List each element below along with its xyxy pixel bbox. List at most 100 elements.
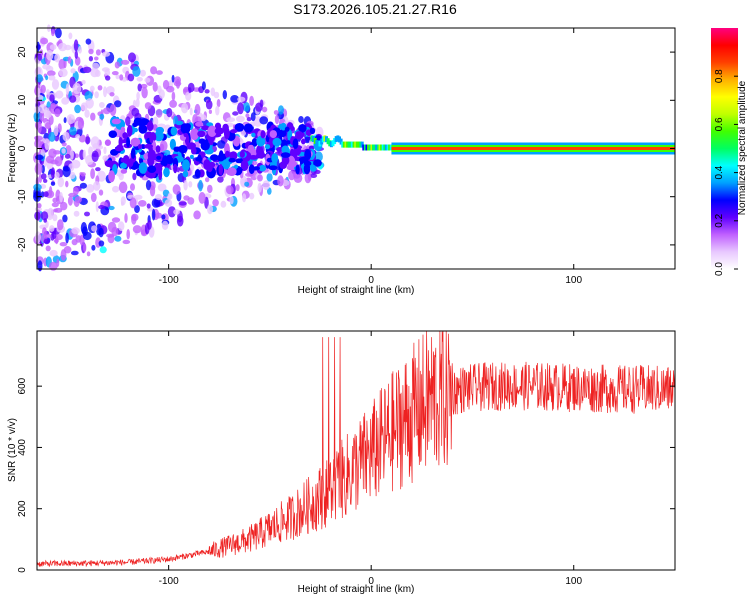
spectrogram-blob <box>110 149 119 156</box>
spectrogram-blob <box>156 155 162 160</box>
spectrogram-blob <box>69 95 77 103</box>
snr-xticks: -100 0 100 <box>159 331 583 587</box>
spectrogram-blob <box>111 226 119 237</box>
spectrogram-blob <box>301 138 306 145</box>
spectrogram-blob <box>45 122 51 130</box>
spectrogram-blob <box>155 194 163 201</box>
spectrogram-blob <box>190 128 199 141</box>
colorbar-label: Normalized spectral amplitude <box>737 80 748 215</box>
spectrogram-blob <box>126 124 133 137</box>
snr-ylabel: SNR (10 * v/v) <box>7 418 18 482</box>
spectrogram-blob <box>210 87 216 97</box>
spectrogram-blob <box>285 140 291 145</box>
spectrogram-blob <box>35 154 44 161</box>
spectrogram-blob <box>99 246 107 254</box>
spectrogram-blob <box>132 127 138 133</box>
spectrogram-blob <box>85 154 94 166</box>
spectrogram-blob <box>126 229 130 240</box>
spectrogram-blob <box>34 139 42 148</box>
spectrogram-blob <box>175 120 184 126</box>
spectrogram-blob <box>97 170 106 182</box>
spectrogram-blob <box>34 135 43 141</box>
spectrogram-blob <box>93 181 101 191</box>
spectrogram-blob <box>230 129 238 134</box>
spectrogram-blob <box>281 155 290 165</box>
spectrogram-blob <box>136 91 140 101</box>
spectrogram-blob <box>144 77 151 83</box>
spectrogram-blob <box>255 102 263 112</box>
spectrogram-blob <box>237 102 244 115</box>
spectrogram-blob <box>104 139 111 146</box>
spectrogram-blob <box>162 79 170 90</box>
spectrogram-blob <box>237 96 246 103</box>
spectrogram-blob <box>50 181 56 186</box>
spectrogram-blob <box>109 92 115 97</box>
spectrogram-blob <box>158 89 165 99</box>
snr-frame <box>36 330 676 571</box>
spectrogram-blob <box>226 117 236 123</box>
spectrogram-blob <box>161 220 169 230</box>
spectrogram-blob <box>195 157 203 162</box>
spectrogram-blob <box>257 182 262 193</box>
spectrogram-blob <box>193 210 201 220</box>
spectrogram-blob <box>82 231 92 241</box>
spectrogram-blob <box>249 95 255 106</box>
spectrogram-blob <box>171 91 176 101</box>
colorbar-tick-label: 0.4 <box>714 165 725 179</box>
y-tick-label: 0 <box>17 567 28 573</box>
spectrogram-blob <box>98 240 105 247</box>
spectrogram-blob <box>308 145 315 150</box>
spectrogram-lock <box>383 144 387 151</box>
spectrogram-blob <box>95 201 99 213</box>
spectrogram-blob <box>90 192 97 203</box>
spectrogram-blob <box>37 260 43 272</box>
spectrogram-blob <box>293 173 303 184</box>
spectrogram-blob <box>235 184 240 192</box>
spectrogram-blob <box>64 153 71 159</box>
spectrogram-blob <box>40 149 45 157</box>
spectrogram-yticks: -20 -10 0 10 20 <box>17 46 675 252</box>
spectrogram-blob <box>217 140 226 149</box>
spectrogram-blob <box>273 110 279 115</box>
spectrogram-blob <box>85 136 91 145</box>
spectrogram-blob <box>65 180 69 188</box>
spectrogram-blob <box>235 115 245 123</box>
spectrogram-blob <box>71 227 80 235</box>
spectrogram-blob <box>91 150 99 162</box>
spectrogram-blob <box>43 238 50 245</box>
colorbar-gradient <box>711 28 738 269</box>
spectrogram-blob <box>90 168 95 180</box>
spectrogram-blob <box>145 180 152 191</box>
spectrogram-lock <box>321 136 325 143</box>
spectrogram-blob <box>99 113 105 120</box>
spectrogram-blob <box>95 145 104 150</box>
spectrogram-blob <box>91 225 98 232</box>
spectrogram-blob <box>163 167 170 178</box>
spectrogram-blob <box>277 175 284 187</box>
spectrogram-blob <box>51 79 60 90</box>
spectrogram-blob <box>131 213 139 222</box>
spectrogram-blob <box>309 165 317 172</box>
spectrogram-blob <box>50 102 56 110</box>
colorbar-tick-label: 0.2 <box>714 213 725 227</box>
carrier-line <box>391 147 675 150</box>
spectrogram-blob <box>73 210 80 217</box>
spectrogram-blob <box>51 29 55 37</box>
spectrogram-lock <box>333 138 337 145</box>
spectrogram-blob <box>98 189 104 196</box>
spectrogram-blob <box>170 126 178 136</box>
spectrogram-blob <box>44 107 50 118</box>
spectrogram-blob <box>130 137 141 147</box>
spectrogram-blob <box>34 163 43 175</box>
spectrogram-blob <box>86 251 91 257</box>
spectrogram-blob <box>214 127 225 135</box>
spectrogram-blob <box>102 51 111 57</box>
spectrogram-blob <box>159 143 165 151</box>
spectrogram-blob <box>151 198 161 208</box>
spectrogram-blob <box>141 87 148 99</box>
spectrogram-blob <box>194 103 201 116</box>
figure-title: S173.2026.105.21.27.R16 <box>293 1 457 17</box>
spectrogram-blob <box>82 149 87 160</box>
spectrogram-blob <box>40 211 49 221</box>
spectrogram-blob <box>85 38 92 45</box>
